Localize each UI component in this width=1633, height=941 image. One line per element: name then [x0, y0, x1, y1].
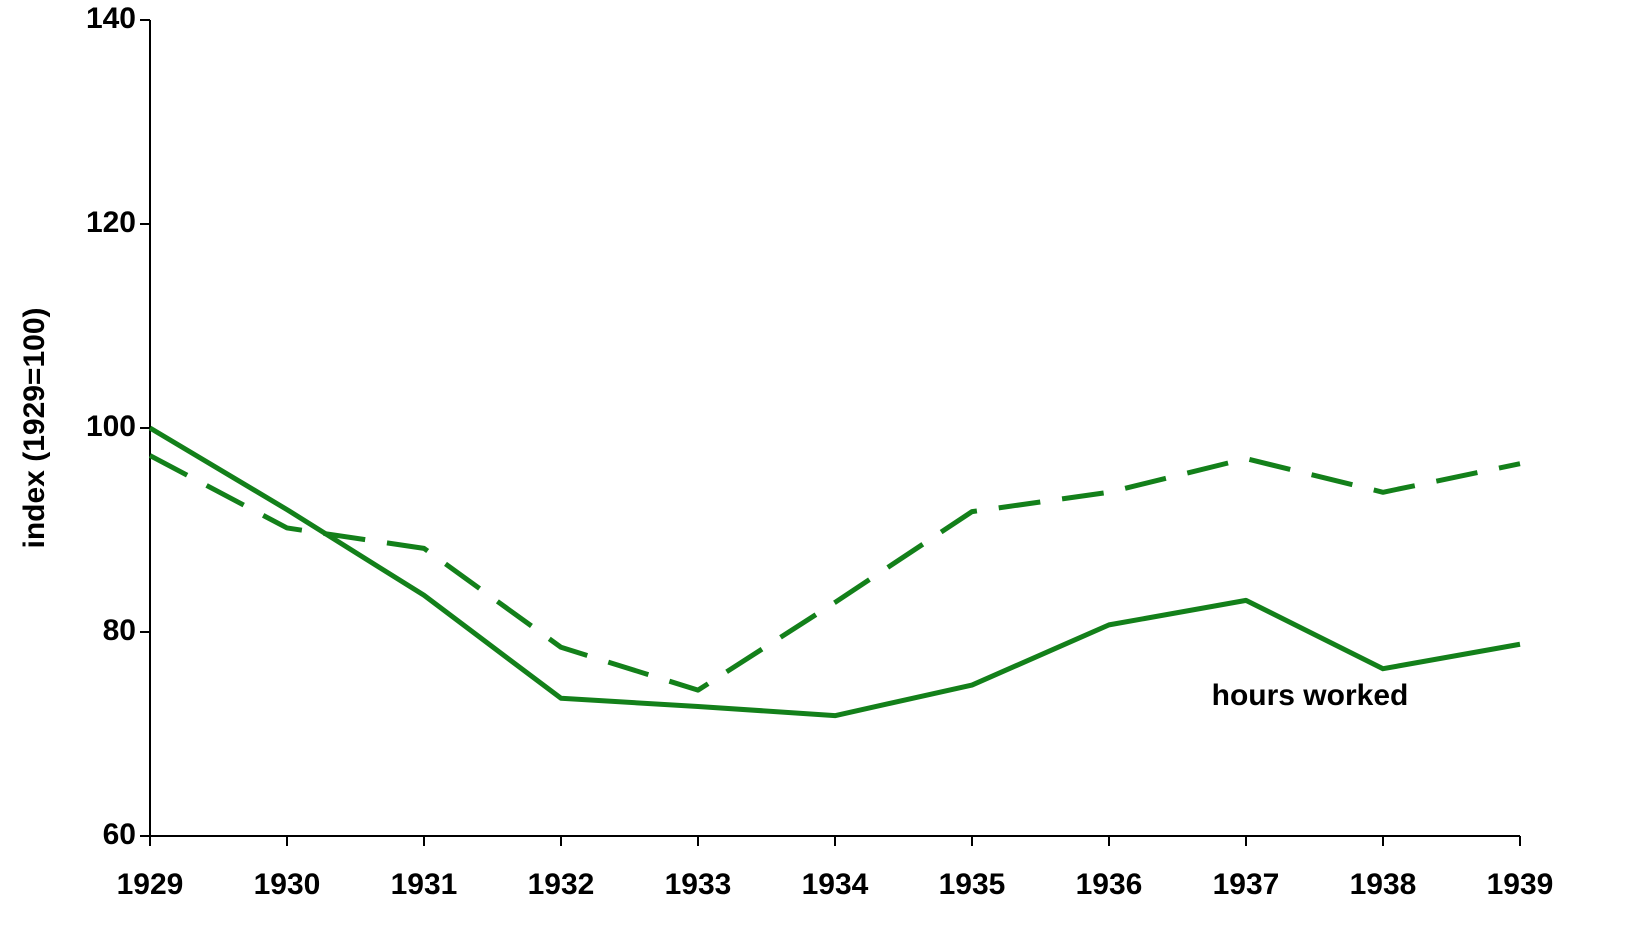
data-line: [148, 425, 1521, 719]
x-tick-label: 1936: [1076, 868, 1143, 901]
x-tick-label: 1935: [939, 868, 1006, 901]
x-tick-label: 1932: [528, 868, 595, 901]
y-tick-label: 120: [86, 206, 136, 239]
x-tick-label: 1937: [1213, 868, 1280, 901]
data-line: [148, 453, 1521, 693]
x-tick-label: 1929: [117, 868, 184, 901]
x-tick-label: 1939: [1487, 868, 1554, 901]
x-tick-label: 1934: [802, 868, 869, 901]
x-tick-label: 1938: [1350, 868, 1417, 901]
y-tick-label: 100: [86, 410, 136, 443]
y-tick-label: 60: [103, 818, 136, 851]
y-tick-label: 140: [86, 2, 136, 35]
series-label: hours worked: [1212, 679, 1409, 712]
x-tick-label: 1931: [391, 868, 458, 901]
y-axis-label: index (1929=100): [18, 308, 51, 549]
x-tick-label: 1930: [254, 868, 321, 901]
y-tick-label: 80: [103, 614, 136, 647]
x-tick-label: 1933: [665, 868, 732, 901]
